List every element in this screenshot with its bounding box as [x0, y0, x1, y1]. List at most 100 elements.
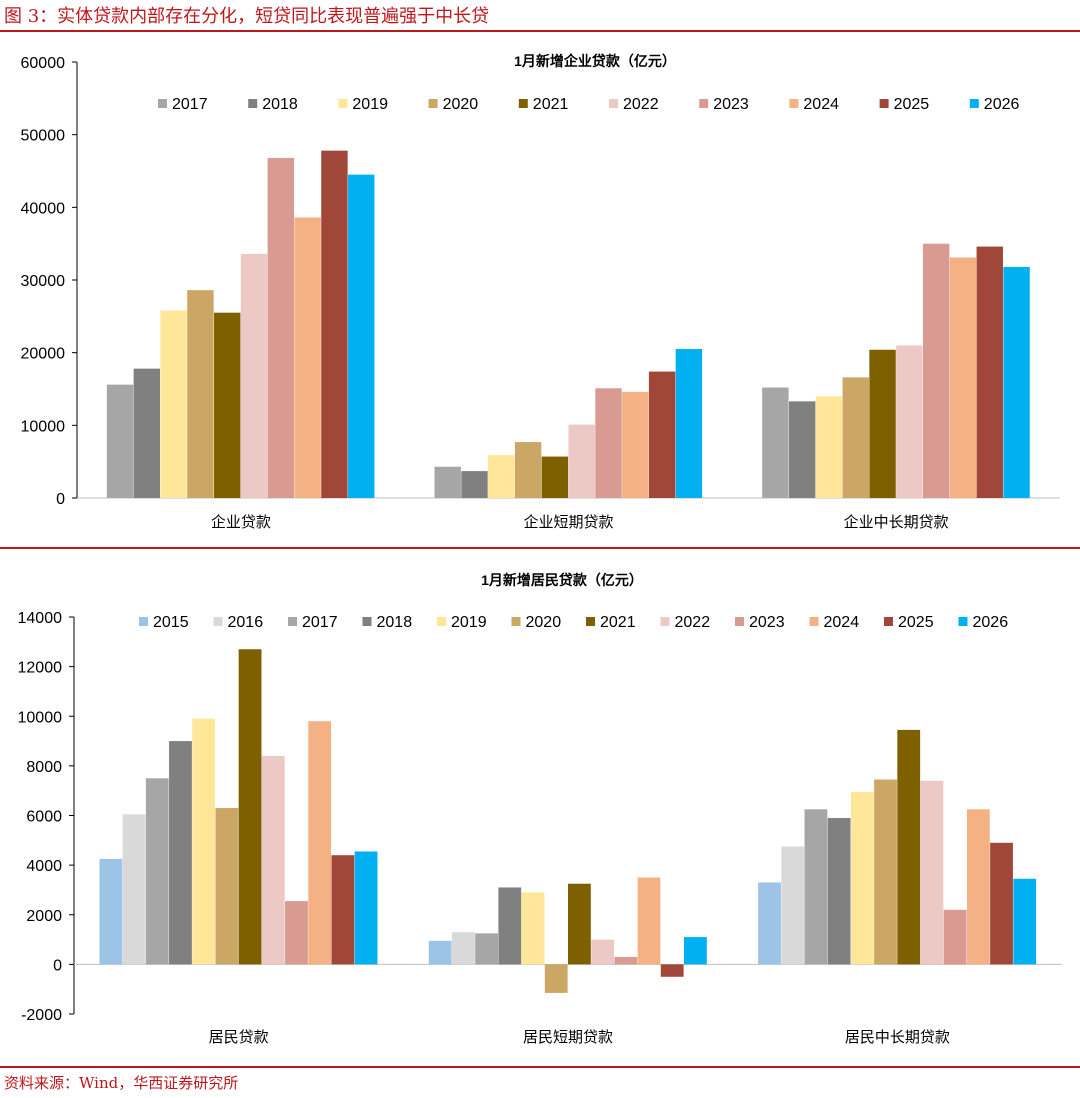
category-label: 居民短期贷款: [523, 1028, 613, 1046]
bar-2017-2: [762, 387, 789, 498]
bar-2024-1: [622, 391, 649, 498]
bar-2020-0: [215, 808, 239, 965]
legend-label-2022: 2022: [675, 614, 711, 631]
bar-2019-2: [815, 396, 843, 498]
y-tick-label: 2000: [26, 908, 62, 925]
legend-label-2020: 2020: [526, 614, 562, 631]
bar-2020-2: [842, 377, 869, 498]
bar-2016-0: [122, 814, 146, 965]
bar-2025-2: [976, 246, 1003, 498]
bar-2023-2: [922, 243, 950, 498]
chart-title: 1月新增居民贷款（亿元）: [481, 572, 643, 588]
legend-swatch-2024: [789, 99, 799, 108]
bar-2023-0: [267, 157, 295, 499]
bar-2015-2: [758, 882, 781, 965]
bar-2019-1: [521, 892, 545, 965]
category-label: 居民贷款: [209, 1028, 269, 1046]
legend-label-2023: 2023: [749, 614, 785, 631]
bar-2024-2: [966, 809, 990, 965]
bar-2019-0: [192, 718, 216, 965]
legend-swatch-2023: [699, 99, 709, 108]
legend-swatch-2025: [884, 617, 893, 626]
figure-title: 图 3：实体贷款内部存在分化，短贷同比表现普遍强于中长贷: [4, 6, 490, 27]
bar-2023-2: [943, 909, 967, 965]
y-tick-label: 40000: [21, 200, 66, 217]
bar-2021-1: [541, 456, 569, 498]
bar-2023-0: [285, 901, 308, 965]
legend-label-2024: 2024: [824, 614, 860, 631]
bar-2022-0: [240, 253, 268, 498]
y-tick-label: 10000: [18, 709, 63, 726]
legend-label-2025: 2025: [898, 614, 934, 631]
bar-2021-2: [869, 349, 896, 498]
legend-swatch-2024: [809, 617, 819, 626]
legend-label-2024: 2024: [803, 96, 839, 113]
legend-swatch-2022: [660, 617, 670, 626]
bar-2020-2: [874, 779, 897, 965]
legend-swatch-2015: [139, 617, 148, 626]
bar-2022-2: [920, 780, 944, 965]
bar-2017-0: [106, 384, 134, 498]
bar-2024-1: [637, 877, 661, 965]
y-tick-label: -2000: [21, 1007, 62, 1024]
y-tick-label: 30000: [21, 273, 66, 290]
bar-2018-0: [133, 368, 161, 498]
bar-2021-0: [214, 312, 241, 498]
y-tick-label: 12000: [18, 660, 63, 677]
bar-2018-1: [461, 471, 488, 498]
bar-2019-1: [488, 455, 515, 498]
category-label: 居民中长期贷款: [845, 1028, 950, 1046]
bar-2024-0: [294, 217, 321, 498]
legend-swatch-2019: [338, 99, 348, 108]
y-tick-label: 4000: [26, 858, 62, 875]
bar-2016-1: [452, 932, 475, 965]
legend-label-2021: 2021: [600, 614, 636, 631]
y-tick-label: 6000: [26, 809, 62, 826]
y-tick-label: 20000: [21, 346, 66, 363]
legend-label-2017: 2017: [172, 96, 208, 113]
bar-2019-2: [850, 791, 874, 965]
bar-2017-2: [804, 809, 828, 965]
bar-2018-2: [788, 401, 816, 498]
y-tick-label: 50000: [21, 128, 66, 145]
bar-2025-0: [331, 855, 355, 965]
bar-2026-1: [675, 349, 703, 498]
legend-label-2026: 2026: [973, 614, 1009, 631]
category-label: 企业贷款: [211, 513, 271, 531]
legend-label-2017: 2017: [302, 614, 338, 631]
legend-label-2021: 2021: [533, 96, 569, 113]
bar-2015-0: [99, 858, 123, 965]
bar-2022-1: [591, 939, 614, 965]
legend-swatch-2018: [362, 617, 372, 626]
legend-swatch-2019: [437, 617, 446, 626]
bar-2017-1: [434, 466, 461, 498]
legend-swatch-2017: [158, 99, 167, 108]
bar-2023-1: [614, 956, 638, 965]
bar-2026-0: [354, 851, 378, 965]
legend-label-2020: 2020: [443, 96, 479, 113]
legend-swatch-2021: [518, 99, 528, 108]
chart-title: 1月新增企业贷款（亿元）: [514, 53, 676, 69]
bar-2019-0: [160, 310, 187, 498]
legend-label-2015: 2015: [153, 614, 189, 631]
legend-label-2016: 2016: [228, 614, 264, 631]
bar-2020-0: [187, 290, 214, 498]
legend-swatch-2020: [511, 617, 521, 626]
bar-2025-2: [990, 842, 1013, 965]
bar-2018-2: [827, 817, 851, 965]
bar-2015-1: [428, 940, 452, 965]
source-note: 资料来源：Wind，华西证券研究所: [4, 1074, 239, 1092]
bar-2020-1: [544, 964, 568, 993]
legend-swatch-2026: [969, 99, 979, 108]
legend-swatch-2020: [428, 99, 438, 108]
chart-household-loans: 1月新增居民贷款（亿元） -2000 0 2000 4000 6000 8000 10000 1…: [18, 572, 1062, 1046]
bar-2023-1: [595, 388, 622, 498]
bar-2026-0: [348, 174, 375, 498]
legend-label-2026: 2026: [984, 96, 1020, 113]
y-tick-label: 0: [53, 957, 62, 974]
bar-2025-0: [321, 150, 348, 498]
bottom-divider: [0, 1066, 1080, 1068]
bar-2017-0: [145, 778, 169, 965]
bar-2022-1: [568, 424, 595, 498]
bar-2024-0: [308, 721, 332, 965]
